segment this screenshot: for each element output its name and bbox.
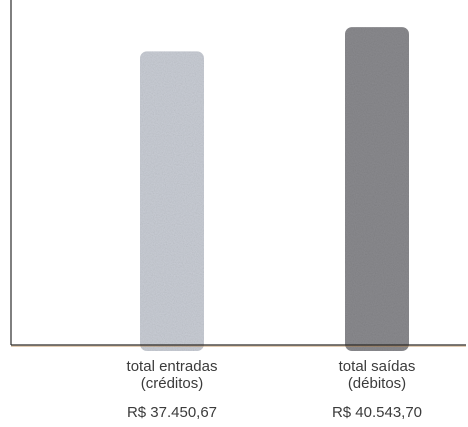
labels-group: total entradas(créditos) R$ 37.450,67 tota… [127, 358, 422, 421]
bar-total-entradas [140, 51, 204, 352]
category-label-line: (débitos) [348, 375, 406, 392]
value-label: R$ 40.543,70 [332, 404, 422, 421]
category-label-line: total saídas [339, 358, 416, 375]
bars-group [140, 27, 409, 352]
value-label: R$ 37.450,67 [127, 404, 217, 421]
category-label-line: total entradas [127, 358, 218, 375]
bar-total-saidas [345, 27, 409, 352]
category-label-line: (créditos) [141, 375, 204, 392]
axes-group [10, 0, 466, 347]
